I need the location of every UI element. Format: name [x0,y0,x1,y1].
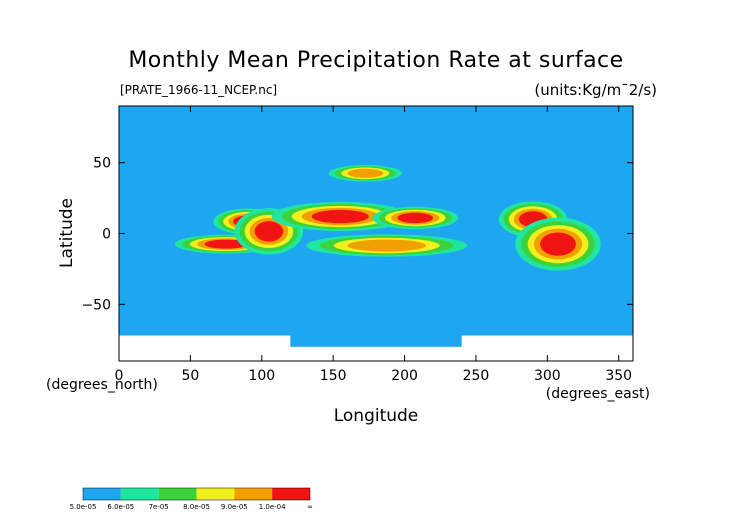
axes: 0 50 100 150 200 250 300 350 50 0 −50 [81,106,633,384]
x-tick-label-50: 50 [181,368,199,384]
plot-area [119,106,633,361]
chart-subtitle: [PRATE_1966-11_NCEP.nc] [120,83,277,97]
x-tick-label-250: 250 [463,368,490,384]
colorbar-frame [82,487,311,501]
colorbar-label-2: 7e-05 [149,503,169,511]
x-tick-label-350: 350 [605,368,632,384]
colorbar: 5.0e-05 6.0e-05 7e-05 8.0e-05 9.0e-05 1.0e-04… [70,487,313,511]
y-tick-label--50: −50 [81,297,111,313]
precip-region-3-level-5 [311,209,369,224]
units-label: (units:Kg/m¯2/s) [534,81,657,99]
precip-region-4-level-5 [397,212,434,224]
precip-region-7-level-5 [540,232,576,256]
y-tick-label-0: 0 [102,227,111,243]
antarctic-coast [290,335,462,347]
chart-title: Monthly Mean Precipitation Rate at surfa… [128,48,623,73]
colorbar-label-5: 1.0e-04 [259,503,286,511]
colorbar-label-3: 8.0e-05 [183,503,210,511]
y-tick-label-50: 50 [93,156,111,172]
colorbar-label-6: ∞ [307,503,313,511]
x-unit-label: (degrees_east) [546,386,650,402]
colorbar-swatch-5 [272,488,310,500]
precip-region-2-level-5 [254,221,284,242]
y-unit-label: (degrees_north) [46,377,158,393]
colorbar-swatch-1 [120,488,159,500]
x-tick-label-0: 0 [115,368,124,384]
colorbar-swatch-2 [158,488,197,500]
precip-region-0-level-5 [204,239,248,249]
x-tick-label-100: 100 [248,368,275,384]
colorbar-label-0: 5.0e-05 [70,503,97,511]
x-tick-label-150: 150 [320,368,347,384]
precip-region-5-level-4 [347,239,426,252]
colorbar-label-4: 9.0e-05 [221,503,248,511]
x-tick-label-200: 200 [391,368,418,384]
x-tick-label-300: 300 [534,368,561,384]
colorbar-swatch-3 [196,488,235,500]
colorbar-swatch-4 [234,488,273,500]
precip-region-8-level-4 [347,168,384,178]
x-axis-label: Longitude [334,406,419,426]
colorbar-label-1: 6.0e-05 [107,503,134,511]
colorbar-swatch-0 [83,488,121,500]
y-axis-label: Latitude [57,198,77,268]
